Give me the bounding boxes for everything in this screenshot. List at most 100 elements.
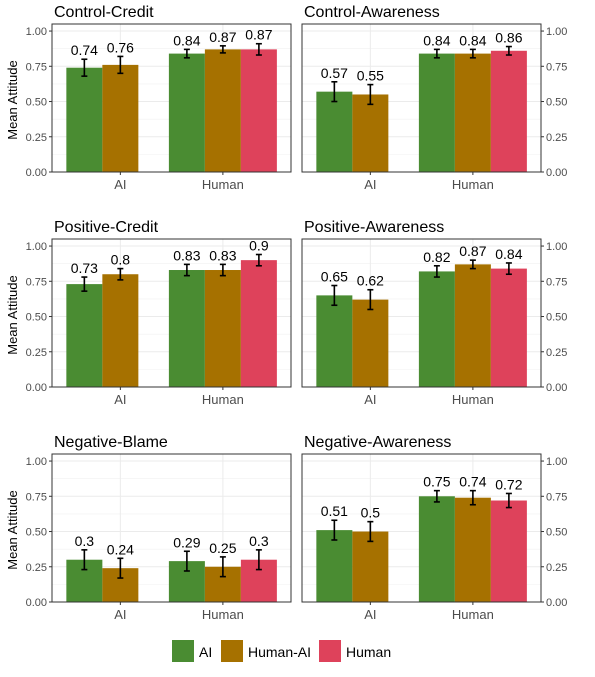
x-category-label: Human xyxy=(202,392,244,407)
data-label: 0.72 xyxy=(495,476,522,492)
bar-human-human xyxy=(240,49,277,172)
data-label: 0.83 xyxy=(209,247,236,263)
x-category-label: Human xyxy=(452,607,494,622)
x-category-label: AI xyxy=(364,607,376,622)
y-tick-label: 0.00 xyxy=(26,167,47,179)
data-label: 0.3 xyxy=(75,533,95,549)
panel-negative-blame: Negative-Blame 0.3 0.24 0.29 0.25 0.3 0.00 0.25… xyxy=(26,434,292,622)
data-label: 0.83 xyxy=(173,247,200,263)
x-category-label: AI xyxy=(364,392,376,407)
panel-title: Control-Credit xyxy=(54,4,154,21)
panel-border xyxy=(301,238,542,388)
panel-title: Positive-Credit xyxy=(54,219,159,236)
data-label: 0.5 xyxy=(361,505,381,521)
bar-ai-human-ai xyxy=(102,64,139,172)
bar-human-human xyxy=(490,268,527,387)
data-label: 0.3 xyxy=(249,533,269,549)
y-tick-label: 0.75 xyxy=(26,491,47,503)
y-tick-label: 0.25 xyxy=(26,132,47,144)
data-label: 0.8 xyxy=(111,252,131,268)
data-label: 0.86 xyxy=(495,30,522,46)
y-tick-label: 0.25 xyxy=(546,347,567,359)
bar-ai-human-ai xyxy=(102,274,139,387)
bar-human-ai xyxy=(168,270,205,387)
y-tick-label: 1.00 xyxy=(546,456,567,468)
y-tick-label: 1.00 xyxy=(26,456,47,468)
data-label: 0.74 xyxy=(71,42,98,58)
panel-positive-credit: Positive-Credit 0.73 0.8 0.83 0.83 0.9 0.00 0.2… xyxy=(26,219,292,407)
bar-ai-human-ai xyxy=(352,299,389,387)
bar-human-ai xyxy=(418,53,455,172)
y-tick-label: 0.75 xyxy=(546,61,567,73)
y-tick-label: 0.50 xyxy=(546,527,567,539)
data-label: 0.25 xyxy=(209,540,236,556)
legend-key-ai xyxy=(172,640,194,662)
data-label: 0.87 xyxy=(209,29,236,45)
data-label: 0.87 xyxy=(245,27,272,43)
y-tick-label: 0.00 xyxy=(546,597,567,609)
data-label: 0.82 xyxy=(423,249,450,265)
panel-border xyxy=(51,238,292,388)
bar-human-human-ai xyxy=(204,49,241,172)
bar-human-ai xyxy=(418,496,455,602)
panel-title: Negative-Blame xyxy=(54,434,168,451)
y-tick-label: 0.75 xyxy=(546,491,567,503)
bar-human-human xyxy=(490,500,527,602)
bar-human-human xyxy=(240,260,277,387)
panel-positive-awareness: Positive-Awareness 0.65 0.62 0.82 0.87 0.84 0.… xyxy=(301,219,567,407)
data-label: 0.55 xyxy=(357,68,384,84)
bar-ai-ai xyxy=(66,284,103,387)
x-category-label: Human xyxy=(452,177,494,192)
panel-control-credit: Control-Credit 0.74 0.76 0.84 0.87 0.87 0.00 0.… xyxy=(26,4,292,192)
data-label: 0.84 xyxy=(495,246,522,262)
y-tick-label: 0.50 xyxy=(26,312,47,324)
bar-human-human-ai xyxy=(204,270,241,387)
data-label: 0.65 xyxy=(321,269,348,285)
y-tick-label: 0.75 xyxy=(26,61,47,73)
y-tick-label: 0.25 xyxy=(26,562,47,574)
y-tick-label: 0.25 xyxy=(546,132,567,144)
x-category-label: Human xyxy=(452,392,494,407)
x-category-label: AI xyxy=(114,177,126,192)
y-tick-label: 0.50 xyxy=(26,97,47,109)
y-tick-label: 0.00 xyxy=(26,382,47,394)
y-tick-label: 1.00 xyxy=(546,241,567,253)
y-tick-label: 1.00 xyxy=(26,26,47,38)
x-category-label: AI xyxy=(364,177,376,192)
y-axis-title-row-1: Mean Attitude xyxy=(5,60,20,140)
bar-ai-ai xyxy=(316,530,353,602)
panel-title: Negative-Awareness xyxy=(304,434,451,451)
panel-title: Positive-Awareness xyxy=(304,219,444,236)
legend-label: AI xyxy=(199,644,212,660)
panel-border xyxy=(301,23,542,173)
panels: Control-Credit 0.74 0.76 0.84 0.87 0.87 0.00 0.… xyxy=(26,4,568,622)
data-label: 0.84 xyxy=(459,32,486,48)
x-category-label: Human xyxy=(202,607,244,622)
y-tick-label: 1.00 xyxy=(26,241,47,253)
bar-human-ai xyxy=(418,271,455,387)
panel-border xyxy=(51,453,292,603)
data-label: 0.84 xyxy=(423,32,450,48)
data-label: 0.76 xyxy=(107,39,134,55)
y-tick-label: 1.00 xyxy=(546,26,567,38)
y-tick-label: 0.00 xyxy=(26,597,47,609)
bar-ai-human-ai xyxy=(352,531,389,602)
bar-ai-ai xyxy=(66,67,103,172)
y-tick-label: 0.00 xyxy=(546,382,567,394)
y-tick-label: 0.75 xyxy=(26,276,47,288)
x-category-label: AI xyxy=(114,607,126,622)
data-label: 0.73 xyxy=(71,260,98,276)
data-label: 0.62 xyxy=(357,273,384,289)
data-label: 0.29 xyxy=(173,534,200,550)
data-label: 0.74 xyxy=(459,474,486,490)
bar-human-human-ai xyxy=(454,53,491,172)
x-category-label: Human xyxy=(202,177,244,192)
y-tick-label: 0.50 xyxy=(546,312,567,324)
legend-label: Human-AI xyxy=(248,644,311,660)
y-tick-label: 0.00 xyxy=(546,167,567,179)
data-label: 0.51 xyxy=(321,503,348,519)
y-tick-label: 0.50 xyxy=(26,527,47,539)
panel-border xyxy=(51,23,292,173)
panel-negative-awareness: Negative-Awareness 0.51 0.5 0.75 0.74 0.72 0.0… xyxy=(301,434,567,622)
